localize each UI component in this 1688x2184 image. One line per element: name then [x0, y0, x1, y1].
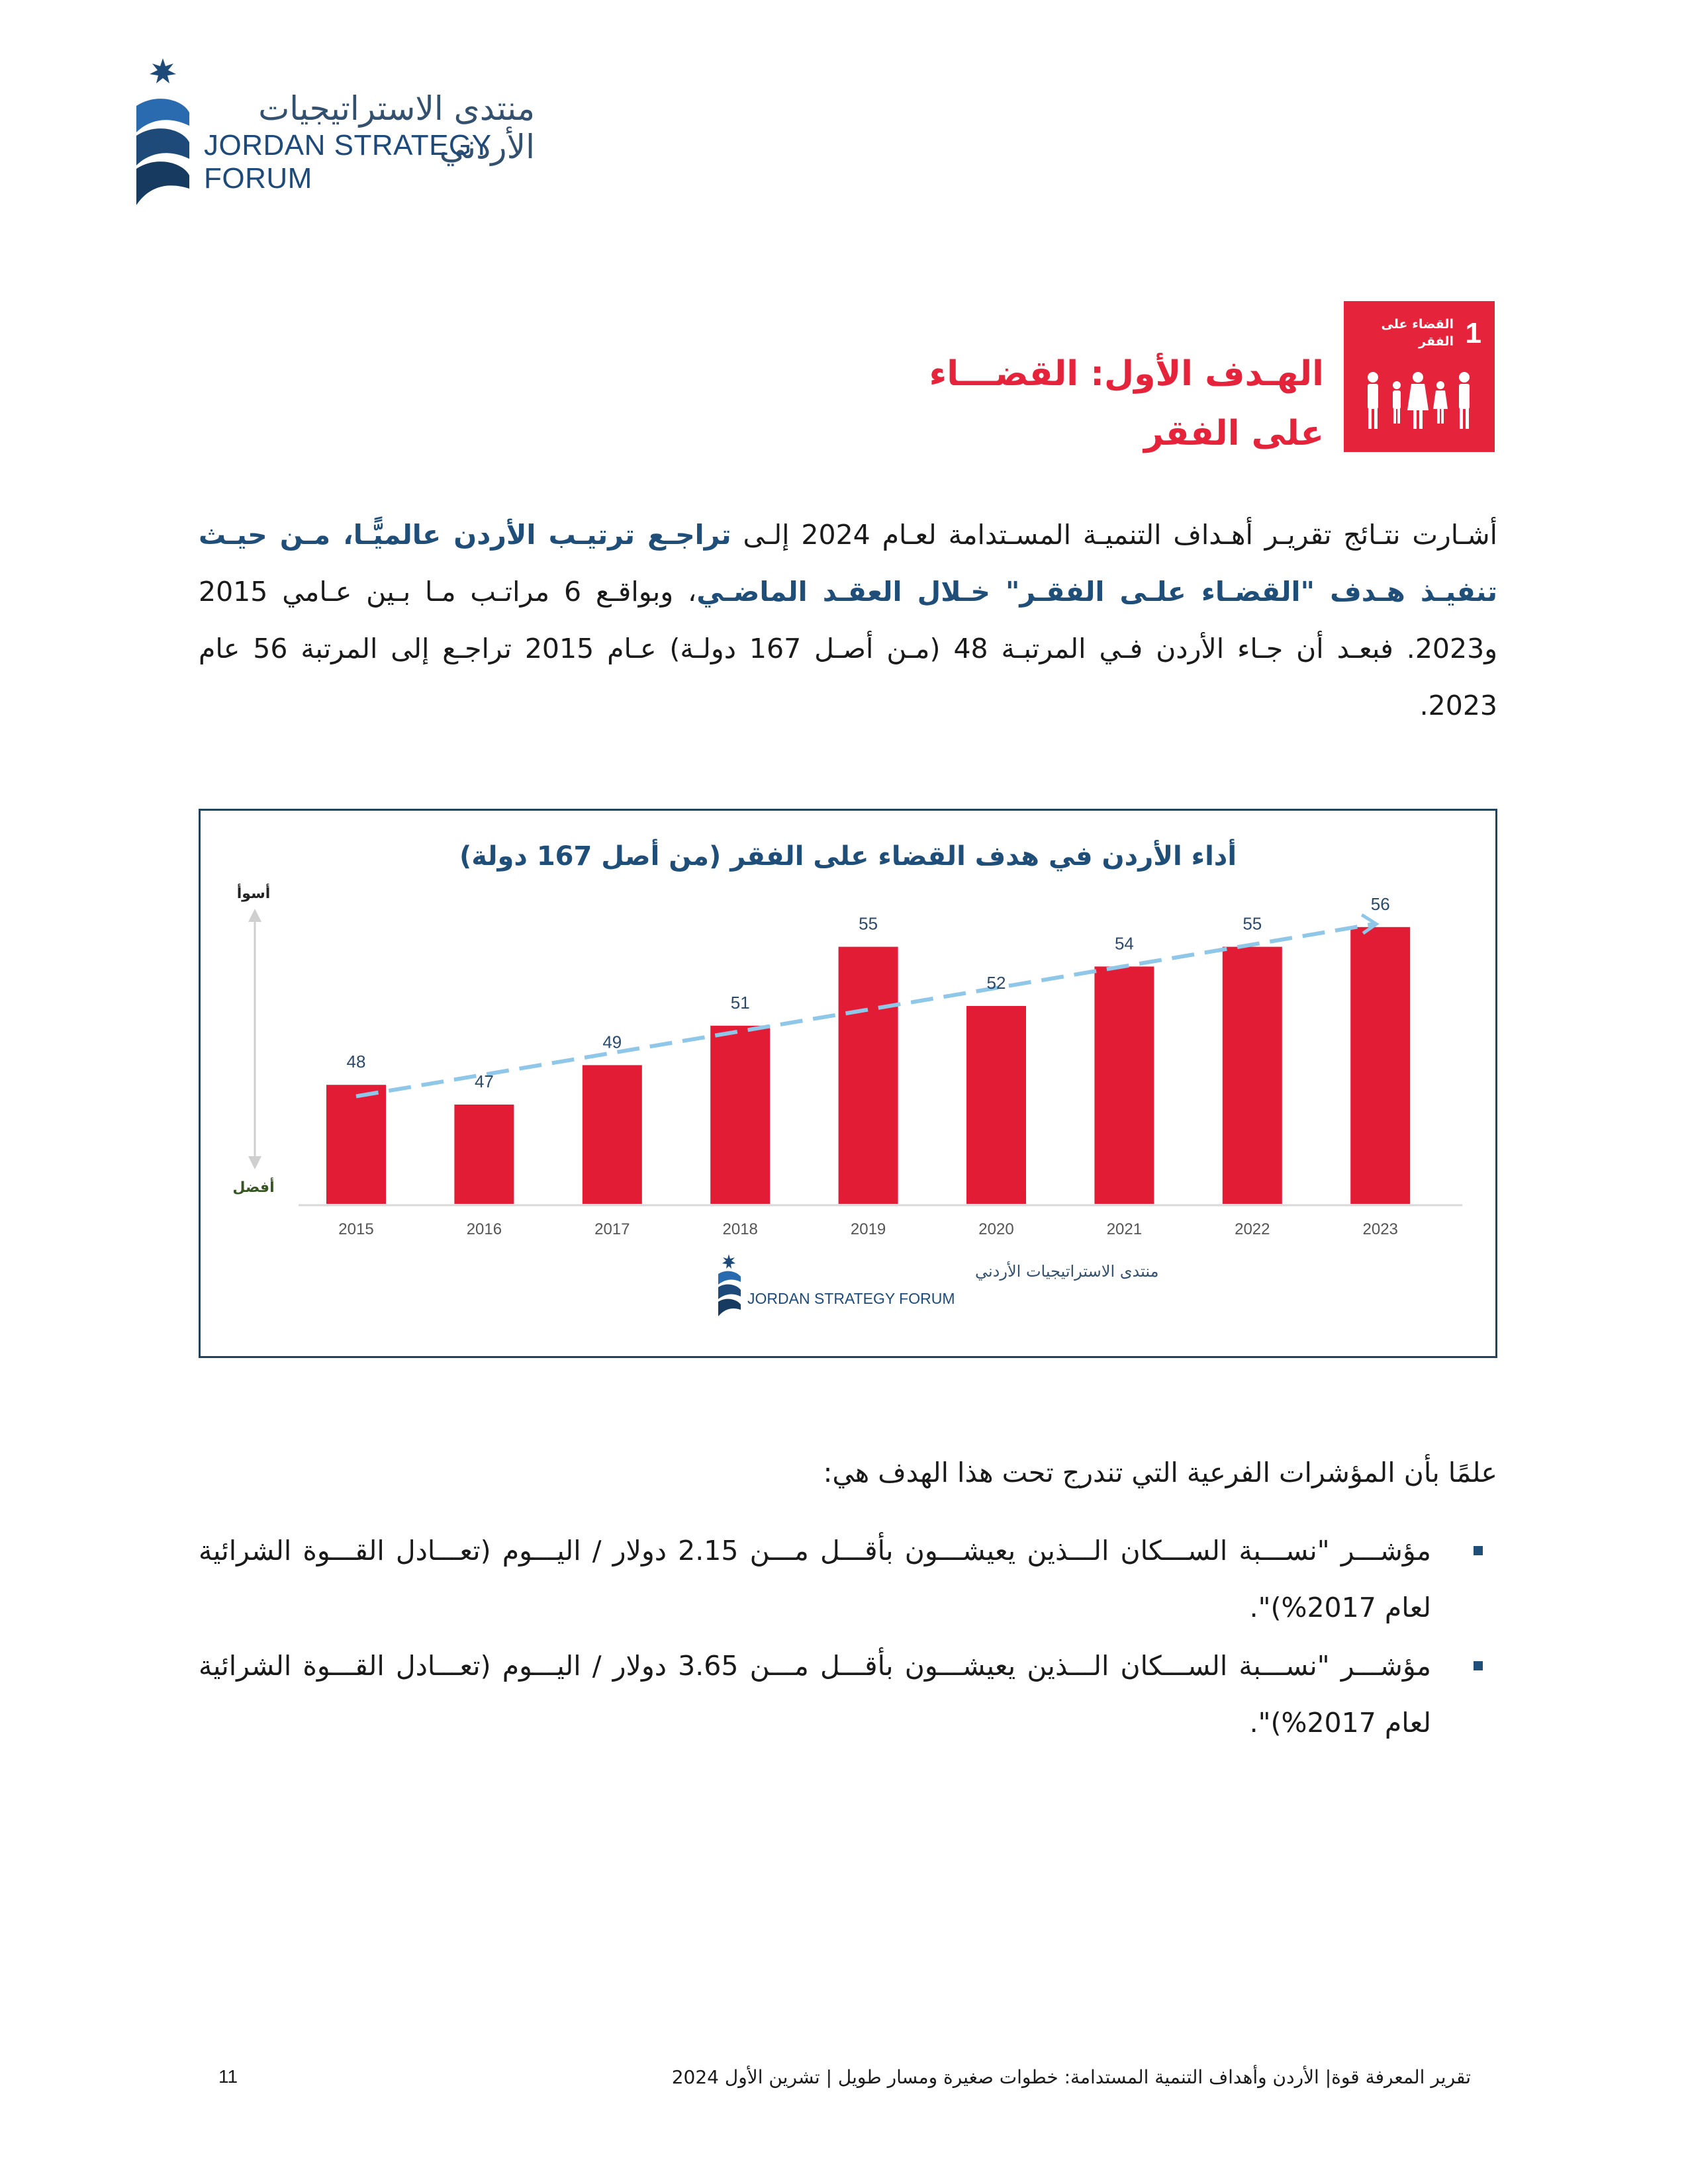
indicators-list: مؤشـــر "نســـبة الســـكان الـــذين يعيش…	[199, 1522, 1497, 1752]
bar-2019	[838, 946, 898, 1204]
para-highlight: تراجـع ترتيـب الأردن عالميًّـا، مـن حيـث…	[199, 519, 1497, 608]
goal-title: الهـدف الأول: القضـــاء على الفقر	[781, 344, 1324, 463]
x-tick-2018: 2018	[723, 1220, 758, 1238]
chart-title: أداء الأردن في هدف القضاء على الفقر (من …	[459, 839, 1237, 872]
bar-2021	[1094, 966, 1154, 1204]
indicator-text: مؤشـــر "نســـبة الســـكان الـــذين يعيش…	[199, 1535, 1431, 1623]
axis-worse-label: أسوأ	[237, 883, 271, 902]
bar-chart: أداء الأردن في هدف القضاء على الفقر (من …	[232, 839, 1462, 1316]
bars-layer	[326, 927, 1411, 1204]
trend-line	[355, 922, 1374, 1099]
para-text-2: ، وبواقـع 6 مراتـب مـا بـين عـامي 2015 و…	[199, 576, 1497, 721]
page-number: 11	[218, 2066, 238, 2087]
list-item: مؤشـــر "نســـبة الســـكان الـــذين يعيش…	[199, 1637, 1497, 1751]
data-label-2022: 55	[1243, 914, 1262, 934]
goal-title-line1: الهـدف الأول: القضـــاء	[929, 354, 1324, 394]
chart-logo-mark-icon	[718, 1254, 741, 1316]
bar-2017	[582, 1065, 642, 1204]
data-label-2020: 52	[987, 973, 1006, 993]
bar-2015	[326, 1085, 386, 1204]
indicators-lead: علمًا بأن المؤشرات الفرعية التي تندرج تح…	[823, 1457, 1497, 1488]
chart-container: أداء الأردن في هدف القضاء على الفقر (من …	[199, 809, 1497, 1358]
x-tick-2015: 2015	[338, 1220, 373, 1238]
data-label-2023: 56	[1371, 894, 1390, 914]
chart-logo-english: JORDAN STRATEGY FORUM	[747, 1290, 955, 1307]
bar-2022	[1222, 946, 1282, 1204]
data-label-2018: 51	[731, 993, 750, 1013]
list-item: مؤشـــر "نســـبة الســـكان الـــذين يعيش…	[199, 1522, 1497, 1636]
bar-2016	[454, 1105, 514, 1204]
chart-logo: منتدى الاستراتيجيات الأردني JORDAN STRAT…	[718, 1254, 1158, 1316]
para-text-1: أشـارت نتـائج تقريـر أهـداف التنميـة الم…	[731, 519, 1497, 551]
bar-2023	[1350, 927, 1411, 1204]
sdg-goal-badge: 1 القضاء على الفقر	[1344, 301, 1495, 452]
goal-badge-number: 1	[1465, 317, 1481, 349]
bullet-square-icon	[1474, 1661, 1483, 1670]
family-icon	[1368, 372, 1470, 429]
footer-text: تقرير المعرفة قوة| الأردن وأهداف التنمية…	[671, 2066, 1471, 2088]
bullet-square-icon	[1474, 1546, 1483, 1555]
x-tick-2019: 2019	[851, 1220, 886, 1238]
data-label-2016: 47	[475, 1071, 494, 1091]
x-tick-2017: 2017	[594, 1220, 630, 1238]
trend-arrowhead	[1360, 913, 1380, 935]
jsf-logo-mark-icon	[136, 58, 189, 205]
trend-layer	[355, 913, 1380, 1099]
x-tick-2023: 2023	[1363, 1220, 1398, 1238]
goal-badge-label: القضاء على الفقر	[1381, 317, 1454, 349]
goal-title-line2: على الفقر	[1143, 414, 1324, 453]
bar-2020	[966, 1006, 1026, 1204]
x-tick-2020: 2020	[978, 1220, 1013, 1238]
bar-2018	[710, 1025, 771, 1204]
data-label-2019: 55	[859, 914, 878, 934]
axis-arrow	[248, 909, 261, 1169]
jsf-logo: منتدى الاستراتيجيات الأردني JORDAN STRAT…	[130, 53, 540, 212]
page-footer: 11 تقرير المعرفة قوة| الأردن وأهداف التن…	[218, 2066, 1471, 2106]
chart-logo-arabic: منتدى الاستراتيجيات الأردني	[975, 1261, 1158, 1281]
data-label-2021: 54	[1115, 933, 1134, 953]
logo-english-text: JORDAN STRATEGY FORUM	[204, 129, 491, 195]
logo-arabic-text: منتدى الاستراتيجيات الأردني	[258, 89, 535, 166]
axis-better-label: أفضل	[232, 1177, 274, 1196]
data-label-2015: 48	[347, 1052, 366, 1071]
labels-layer: 48 2015 47 2016 49 2017 51 2018 55 2019 52 2020 54 20…	[338, 894, 1398, 1238]
indicator-text: مؤشـــر "نســـبة الســـكان الـــذين يعيش…	[199, 1650, 1431, 1739]
x-tick-2021: 2021	[1107, 1220, 1142, 1238]
x-tick-2022: 2022	[1235, 1220, 1270, 1238]
intro-paragraph: أشـارت نتـائج تقريـر أهـداف التنميـة الم…	[199, 506, 1497, 734]
x-tick-2016: 2016	[467, 1220, 502, 1238]
data-label-2017: 49	[602, 1032, 622, 1052]
